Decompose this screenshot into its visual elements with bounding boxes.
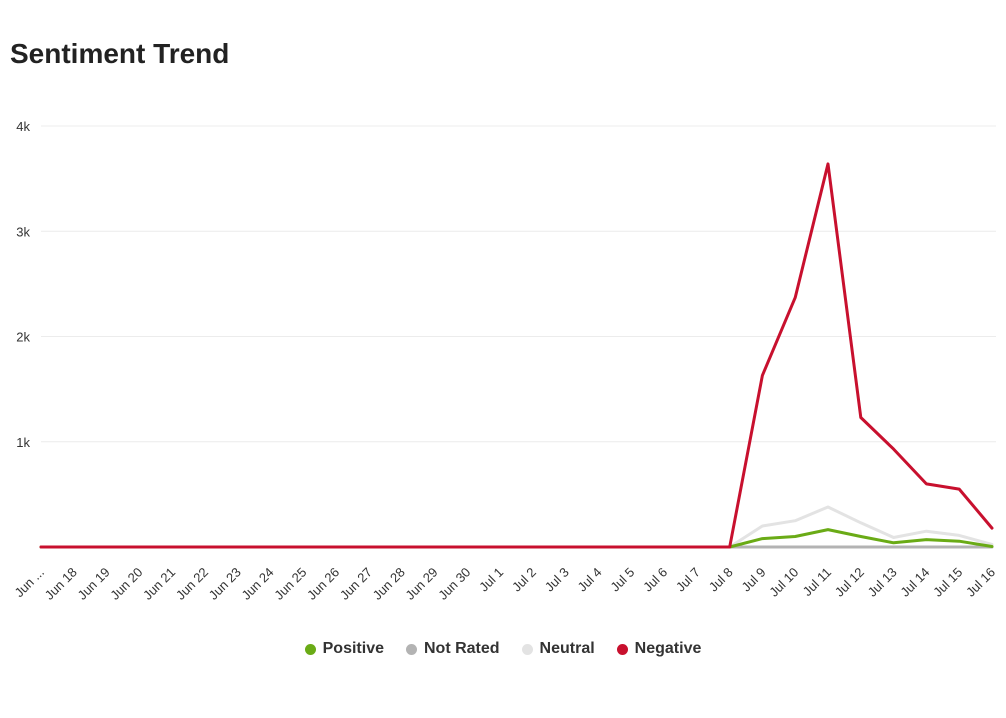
x-tick-label: Jun 19 bbox=[74, 565, 112, 603]
x-tick-label: Jun ... bbox=[11, 565, 47, 601]
series-line-positive[interactable] bbox=[39, 528, 994, 549]
y-tick-label: 2k bbox=[16, 330, 30, 345]
legend-item-neutral[interactable]: Neutral bbox=[521, 640, 595, 658]
x-tick-label: Jun 28 bbox=[370, 565, 408, 603]
gridlines bbox=[41, 125, 996, 443]
x-tick-label: Jul 14 bbox=[897, 565, 932, 600]
x-tick-label: Jul 3 bbox=[542, 565, 572, 595]
x-tick-label: Jun 18 bbox=[42, 565, 80, 603]
x-tick-label: Jul 1 bbox=[476, 565, 506, 595]
x-tick-label: Jul 4 bbox=[575, 565, 605, 595]
positive-legend-marker bbox=[304, 643, 316, 655]
y-tick-label: 4k bbox=[16, 119, 30, 134]
x-tick-label: Jul 2 bbox=[509, 565, 539, 595]
x-tick-label: Jun 22 bbox=[173, 565, 211, 603]
x-tick-label: Jun 29 bbox=[402, 565, 440, 603]
x-tick-label: Jul 12 bbox=[832, 565, 867, 600]
legend-label-not-rated: Not Rated bbox=[423, 640, 500, 657]
legend-item-negative[interactable]: Negative bbox=[616, 640, 702, 658]
x-tick-label: Jun 24 bbox=[238, 565, 276, 603]
x-tick-label: Jun 26 bbox=[304, 565, 342, 603]
x-tick-label: Jun 23 bbox=[206, 565, 244, 603]
x-tick-label: Jun 20 bbox=[107, 565, 145, 603]
neutral-legend-marker bbox=[521, 643, 533, 655]
x-tick-label: Jul 8 bbox=[706, 565, 736, 595]
x-tick-label: Jul 7 bbox=[673, 565, 703, 595]
legend-item-positive[interactable]: Positive bbox=[304, 640, 384, 658]
x-tick-label: Jul 10 bbox=[766, 565, 801, 600]
legend-label-positive: Positive bbox=[322, 640, 384, 657]
legend-label-neutral: Neutral bbox=[539, 640, 595, 657]
x-tick-label: Jul 13 bbox=[865, 565, 900, 600]
x-tick-label: Jul 9 bbox=[739, 565, 769, 595]
legend-label-negative: Negative bbox=[634, 640, 702, 657]
x-tick-label: Jul 5 bbox=[607, 565, 637, 595]
y-axis-tick-labels: 1k 2k 3k 4k bbox=[16, 119, 30, 450]
series-line-negative[interactable] bbox=[39, 162, 994, 549]
legend-item-not-rated[interactable]: Not Rated bbox=[405, 640, 500, 658]
x-tick-label: Jul 6 bbox=[640, 565, 670, 595]
legend: Positive Not Rated Neutral Negative bbox=[0, 640, 1006, 658]
not-rated-legend-marker bbox=[405, 643, 417, 655]
chart-title: Sentiment Trend bbox=[10, 38, 230, 69]
x-tick-label: Jun 25 bbox=[271, 565, 309, 603]
x-tick-label: Jun 21 bbox=[140, 565, 178, 603]
y-tick-label: 3k bbox=[16, 224, 30, 239]
negative-legend-marker bbox=[616, 643, 628, 655]
x-tick-label: Jul 16 bbox=[963, 565, 998, 600]
series-line-neutral[interactable] bbox=[39, 505, 994, 549]
x-tick-label: Jun 27 bbox=[337, 565, 375, 603]
x-tick-label: Jun 30 bbox=[435, 565, 473, 603]
series-lines bbox=[39, 162, 994, 549]
x-tick-label: Jul 15 bbox=[930, 565, 965, 600]
y-tick-label: 1k bbox=[16, 435, 30, 450]
x-tick-label: Jul 11 bbox=[800, 565, 834, 599]
